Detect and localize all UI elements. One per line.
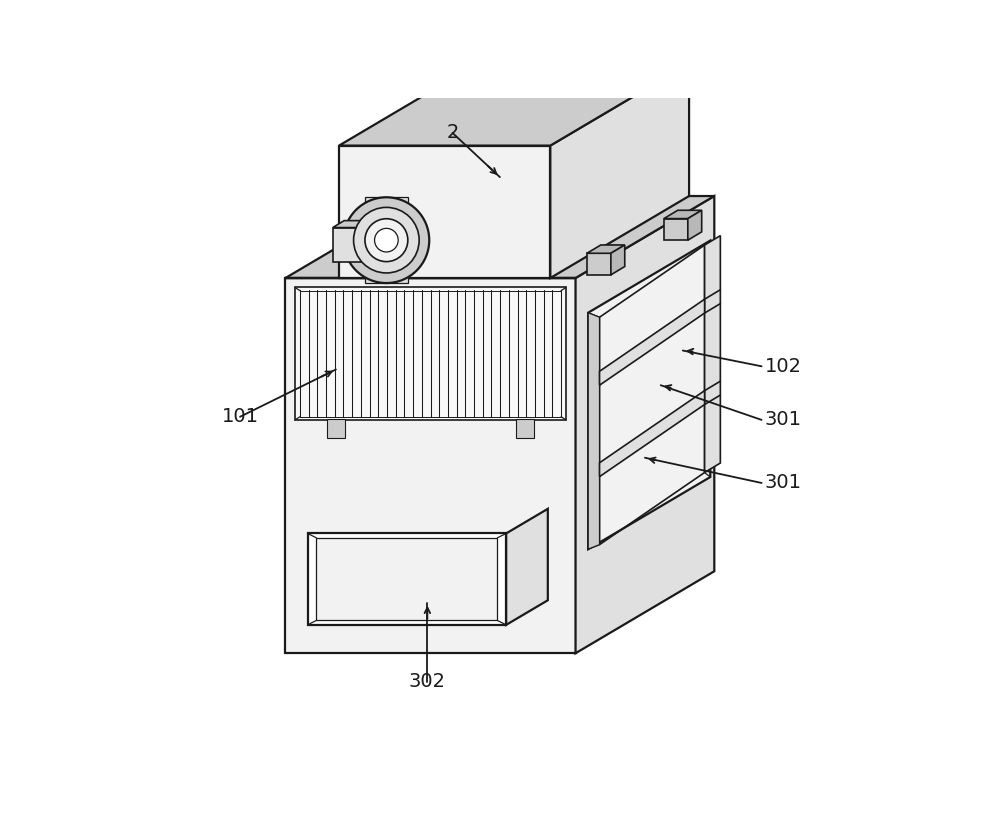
- Polygon shape: [339, 64, 689, 146]
- Polygon shape: [333, 220, 374, 228]
- Text: 2: 2: [446, 124, 459, 143]
- Polygon shape: [705, 236, 720, 473]
- Text: 301: 301: [765, 410, 802, 429]
- Polygon shape: [339, 146, 550, 278]
- Polygon shape: [327, 419, 345, 437]
- Polygon shape: [316, 538, 497, 621]
- Polygon shape: [600, 299, 705, 385]
- Polygon shape: [308, 533, 506, 625]
- Polygon shape: [506, 509, 548, 625]
- Polygon shape: [550, 64, 689, 278]
- Polygon shape: [688, 210, 702, 240]
- Polygon shape: [576, 196, 714, 654]
- Polygon shape: [365, 197, 408, 283]
- Polygon shape: [664, 219, 688, 240]
- Polygon shape: [285, 278, 576, 654]
- Ellipse shape: [343, 197, 429, 283]
- Polygon shape: [664, 210, 702, 219]
- Polygon shape: [611, 245, 625, 275]
- Text: 301: 301: [765, 473, 802, 492]
- Ellipse shape: [365, 219, 408, 261]
- Polygon shape: [587, 245, 625, 253]
- Polygon shape: [587, 253, 611, 275]
- Text: 101: 101: [222, 407, 259, 426]
- Polygon shape: [333, 228, 363, 262]
- Polygon shape: [588, 313, 600, 550]
- Ellipse shape: [375, 229, 398, 252]
- Polygon shape: [516, 419, 534, 437]
- Text: 102: 102: [765, 357, 802, 376]
- Polygon shape: [285, 196, 714, 278]
- Polygon shape: [588, 241, 710, 550]
- Polygon shape: [600, 391, 705, 477]
- Text: 302: 302: [409, 672, 446, 691]
- Ellipse shape: [354, 207, 419, 273]
- Polygon shape: [295, 287, 566, 420]
